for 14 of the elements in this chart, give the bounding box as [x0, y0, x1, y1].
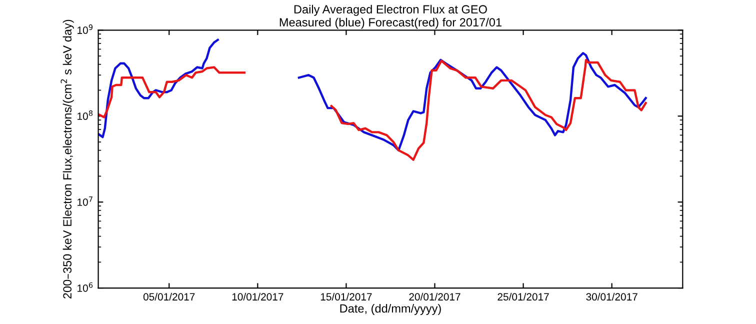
x-axis-title: Date, (dd/mm/yyyy) — [340, 304, 441, 315]
y-tick-label: 10$^{9}$ — [78, 24, 93, 34]
y-tick-label: 10$^{7}$ — [78, 196, 92, 206]
x-tick-label: 15/01/2017 — [320, 292, 372, 301]
x-tick-label: 20/01/2017 — [409, 292, 460, 301]
y-axis-title: 200–350 keV Electron Flux,electrons/(cm$^{2}$ s keV day) — [60, 20, 74, 299]
y-tick-label: 10$^{6}$ — [78, 282, 93, 292]
x-tick-label: 30/01/2017 — [586, 292, 638, 301]
y-tick-label: 10$^{8}$ — [78, 110, 93, 120]
chart-title: Daily Averaged Electron Flux at GEO — [294, 4, 487, 16]
x-tick-label: 25/01/2017 — [498, 292, 549, 301]
chart-subtitle: Measured (blue) Forecast(red) for 2017/01 — [280, 18, 502, 29]
x-tick-label: 05/01/2017 — [143, 292, 195, 301]
x-tick-label: 10/01/2017 — [232, 292, 284, 301]
